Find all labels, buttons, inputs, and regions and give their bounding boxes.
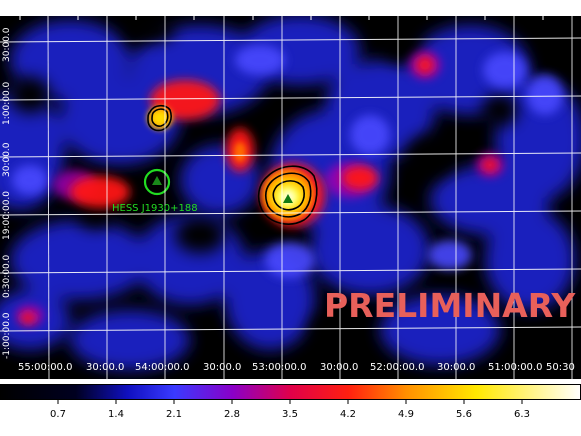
colorbar-tick-label: 3.5: [282, 409, 298, 420]
ra-tick-label: 30:00.0: [203, 362, 241, 373]
ra-tick-label: 53:00:00.0: [252, 362, 306, 373]
ra-tick-label: 55:00:00.0: [18, 362, 72, 373]
ra-tick-labels: 55:00:00.0 30:00.0 54:00:00.0 30:00.0 53…: [18, 362, 575, 373]
colorbar-tick-label: 2.8: [224, 409, 240, 420]
dec-tick-label: 30:00.0: [2, 142, 12, 177]
ra-tick-label: 30:00.0: [320, 362, 358, 373]
dec-tick-label: -1:00:00.0: [2, 312, 12, 359]
ra-tick-label: 30:00.0: [86, 362, 124, 373]
colorbar-ticks: [57, 400, 523, 404]
emission-layer: HESS J1930+188 PRELIMINARY 55:00:00.0 30…: [0, 16, 581, 379]
colorbar-tick-label: 5.6: [456, 409, 472, 420]
top-tick-marks: [19, 16, 544, 20]
ra-tick-label: 30:00.0: [437, 362, 475, 373]
source-label: HESS J1930+188: [112, 203, 198, 214]
source-circle: [143, 168, 171, 196]
ra-tick-label: 54:00:00.0: [135, 362, 189, 373]
ra-tick-label: 50:30: [546, 362, 575, 373]
dec-tick-label: 19:00:00.0: [2, 191, 12, 240]
colorbar-tick-label: 2.1: [166, 409, 182, 420]
dec-tick-label: 1:00:00.0: [2, 81, 12, 125]
colorbar: 0.7 1.4 2.1 2.8 3.5 4.2 4.9 5.6 6.3: [0, 384, 581, 420]
colorbar-tick-label: 0.7: [50, 409, 66, 420]
colorbar-tick-label: 4.2: [340, 409, 356, 420]
colorbar-tick-label: 1.4: [108, 409, 124, 420]
dec-tick-label: 30:00.0: [2, 27, 12, 62]
colorbar-tick-label: 4.9: [398, 409, 414, 420]
dec-tick-labels: 30:00.0 1:00:00.0 30:00.0 19:00:00.0 0:3…: [2, 27, 12, 359]
coordinate-grid: [0, 16, 581, 379]
peak-triangle-marker: [283, 194, 293, 203]
ra-tick-label: 52:00:00.0: [370, 362, 424, 373]
preliminary-watermark: PRELIMINARY: [324, 286, 576, 325]
ra-tick-label: 51:00:00.0: [488, 362, 542, 373]
dec-tick-label: 0:30:00.0: [2, 254, 12, 298]
colorbar-gradient: [0, 384, 581, 400]
colorbar-tick-label: 6.3: [514, 409, 530, 420]
source-triangle-marker: [152, 176, 162, 185]
